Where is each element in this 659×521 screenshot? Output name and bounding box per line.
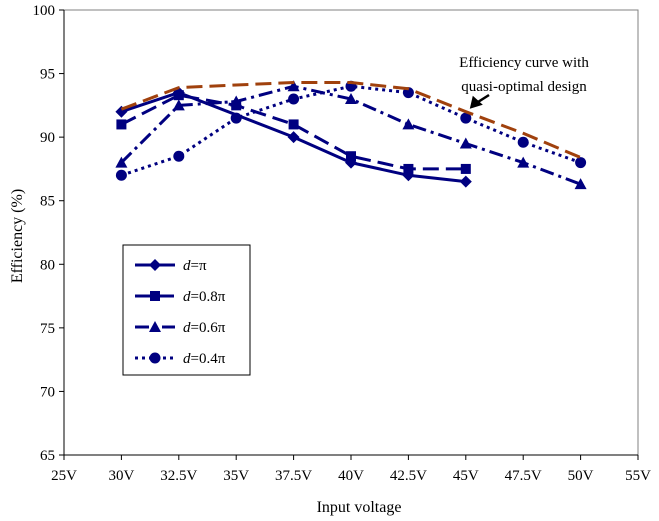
legend-marker <box>149 352 161 364</box>
axes <box>63 9 639 456</box>
data-point <box>517 136 529 148</box>
legend-label-variable: d <box>183 258 191 274</box>
legend-item-0: d=π <box>135 258 207 274</box>
plot-frame <box>63 9 639 456</box>
x-tick-label: 42.5V <box>390 468 427 484</box>
x-tick-label: 45V <box>453 468 479 484</box>
data-point <box>459 175 472 188</box>
x-tick-label: 25V <box>51 468 77 484</box>
legend-label-value: =π <box>191 258 207 274</box>
series-line <box>120 91 466 184</box>
y-tick-label: 70 <box>40 384 55 400</box>
data-point <box>172 99 185 111</box>
annotation: Efficiency curve with quasi-optimal desi… <box>459 55 589 109</box>
series-layer <box>115 80 587 190</box>
data-point <box>173 150 185 162</box>
y-tick-label: 65 <box>40 448 55 464</box>
legend-label-value: =0.8π <box>191 289 226 305</box>
data-point <box>173 90 184 101</box>
x-tick-label: 40V <box>338 468 364 484</box>
legend-label-value: =0.4π <box>191 351 226 367</box>
annotation-line-1: Efficiency curve with <box>459 55 589 71</box>
x-tick-label: 55V <box>625 468 651 484</box>
x-tick-label: 50V <box>568 468 594 484</box>
data-point <box>346 151 356 162</box>
y-tick-label: 90 <box>40 130 55 146</box>
y-tick-label: 80 <box>40 257 55 273</box>
data-point <box>517 156 530 168</box>
x-tick-label: 37.5V <box>275 468 312 484</box>
legend-marker <box>149 259 161 271</box>
y-tick-label: 75 <box>40 321 55 337</box>
data-point <box>115 156 128 168</box>
legend-label: d=π <box>183 258 207 274</box>
legend-item-3: d=0.4π <box>135 351 226 367</box>
y-axis-title: Efficiency (%) <box>9 189 26 283</box>
legend-label: d=0.6π <box>183 320 226 336</box>
tick-labels: 100 95 90 85 80 75 70 65 25V 30V 32.5V 35V 37.5V 40V 4… <box>33 3 652 484</box>
data-point <box>403 163 414 174</box>
annotation-arrowhead <box>469 95 483 109</box>
legend-box <box>122 244 251 376</box>
data-point <box>288 119 299 130</box>
legend-label-variable: d <box>183 289 191 305</box>
legend-marker <box>149 321 161 332</box>
x-tick-label: 30V <box>108 468 134 484</box>
legend-marker <box>150 291 160 301</box>
x-tick-label: 47.5V <box>505 468 542 484</box>
series-4 <box>120 81 582 159</box>
data-point <box>287 80 300 92</box>
legend-label: d=0.4π <box>183 351 226 367</box>
legend-label-value: =0.6π <box>191 320 226 336</box>
data-point <box>575 157 587 169</box>
data-point <box>460 112 472 124</box>
y-tick-label: 85 <box>40 194 55 210</box>
data-point <box>459 137 472 149</box>
x-axis-title: Input voltage <box>317 499 402 516</box>
data-point <box>116 119 127 130</box>
x-tick-label: 32.5V <box>160 468 197 484</box>
data-point <box>230 112 242 124</box>
data-point <box>287 131 300 144</box>
data-point <box>460 163 471 174</box>
legend-label-variable: d <box>183 351 191 367</box>
legend-item-1: d=0.8π <box>135 289 226 305</box>
y-tick-label: 95 <box>40 67 55 83</box>
data-point <box>288 93 300 105</box>
data-point <box>402 118 415 130</box>
data-point <box>345 93 357 104</box>
series-line <box>120 81 582 159</box>
data-point <box>574 178 587 190</box>
y-tick-label: 100 <box>33 3 56 19</box>
legend-item-2: d=0.6π <box>135 320 226 336</box>
series-2 <box>115 80 587 190</box>
data-point <box>115 169 127 181</box>
x-tick-label: 35V <box>223 468 249 484</box>
data-point <box>230 95 243 107</box>
series-3 <box>115 80 587 181</box>
annotation-line-2: quasi-optimal design <box>461 79 587 95</box>
legend: d=πd=0.8πd=0.6πd=0.4π <box>122 244 251 376</box>
legend-label-variable: d <box>183 320 191 336</box>
legend-label: d=0.8π <box>183 289 226 305</box>
